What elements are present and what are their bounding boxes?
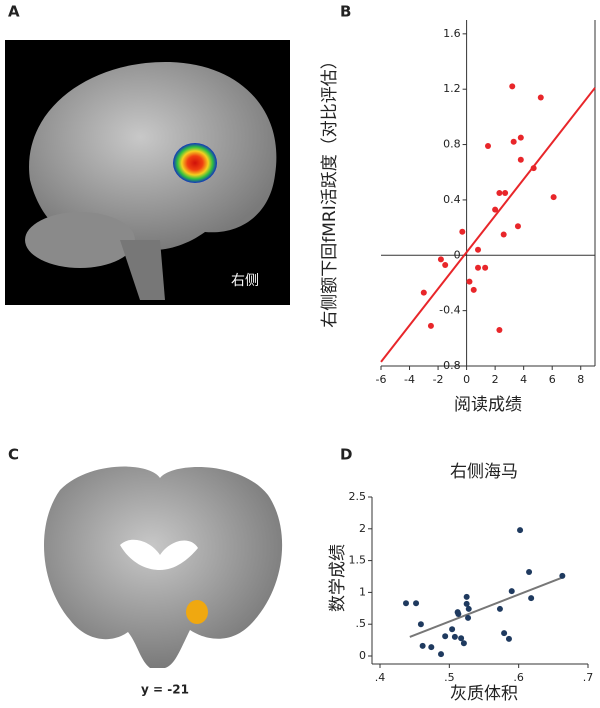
point <box>463 600 470 607</box>
x-tick-label: -6 <box>376 373 387 386</box>
point <box>496 327 503 334</box>
point <box>475 246 482 253</box>
point <box>460 640 467 647</box>
x-tick-label: .4 <box>375 671 386 684</box>
point <box>485 142 491 149</box>
x-tick-label: -2 <box>433 373 444 386</box>
y-tick-label: 1.6 <box>443 27 461 40</box>
y-tick-label: 2 <box>359 522 366 535</box>
x-tick-label: .5 <box>444 671 455 684</box>
point <box>550 194 557 201</box>
point <box>463 593 470 600</box>
x-tick-label: 2 <box>492 373 499 386</box>
point <box>559 572 566 579</box>
point <box>458 635 465 642</box>
y-axis-label: 右侧额下回fMRI活跃度（对比评估） <box>320 52 340 327</box>
point <box>496 605 503 612</box>
point <box>413 600 420 607</box>
point <box>419 642 426 649</box>
panel-caption: 右侧 <box>231 273 259 289</box>
y-axis-label: 数学成绩 <box>328 544 348 612</box>
point <box>449 626 456 633</box>
brain-lateral <box>29 61 277 251</box>
panel-caption: y = -21 <box>141 683 189 697</box>
point <box>501 630 508 637</box>
panel-label: A <box>8 3 20 21</box>
point <box>428 644 435 651</box>
brainstem <box>120 240 165 300</box>
point <box>442 633 449 640</box>
point <box>427 322 434 329</box>
point <box>451 633 458 640</box>
point <box>403 600 409 607</box>
activation-blob <box>173 143 217 183</box>
point <box>505 635 512 642</box>
point <box>417 621 424 628</box>
point <box>455 611 462 618</box>
fit-line <box>409 576 563 638</box>
x-axis-label: 灰质体积 <box>450 684 518 704</box>
y-tick-label: -0.4 <box>439 304 460 317</box>
point <box>500 231 507 238</box>
point <box>528 595 535 602</box>
y-tick-label: 2.5 <box>349 490 367 503</box>
y-tick-label: 0 <box>359 649 366 662</box>
y-tick-label: 1 <box>359 585 366 598</box>
x-tick-label: -4 <box>404 373 415 386</box>
panel-label: B <box>340 3 351 21</box>
point <box>517 527 524 534</box>
panel-label: C <box>8 446 19 464</box>
y-tick-label: 1.5 <box>349 554 367 567</box>
y-tick-label: 0.8 <box>443 138 461 151</box>
point <box>526 569 533 576</box>
point <box>465 614 472 621</box>
point <box>517 156 524 163</box>
point <box>459 228 466 235</box>
point <box>466 278 473 285</box>
x-tick-label: 0 <box>463 373 470 386</box>
point <box>438 651 445 658</box>
y-tick-label: 0 <box>454 248 461 261</box>
point <box>514 223 521 230</box>
y-tick-label: .5 <box>356 617 367 630</box>
point <box>496 190 503 196</box>
x-tick-label: 6 <box>549 373 556 386</box>
point <box>475 264 482 271</box>
x-tick-label: .7 <box>583 671 594 684</box>
point <box>517 134 524 141</box>
cerebellum <box>25 212 135 268</box>
y-tick-label: -0.8 <box>439 359 460 372</box>
x-tick-label: 8 <box>577 373 584 386</box>
x-axis-label: 阅读成绩 <box>454 395 522 415</box>
point <box>470 286 477 293</box>
x-tick-label: 4 <box>520 373 527 386</box>
point <box>502 190 509 196</box>
point <box>510 138 517 145</box>
point <box>482 264 489 271</box>
activation-blob <box>186 600 208 624</box>
x-tick-label: .6 <box>513 671 524 684</box>
y-tick-label: 1.2 <box>443 82 461 95</box>
point <box>465 605 472 612</box>
point <box>537 94 544 101</box>
panel-label: D <box>340 446 352 464</box>
point <box>442 261 449 268</box>
point <box>508 588 515 595</box>
ventricles <box>120 539 198 570</box>
chart-title: 右侧海马 <box>450 462 518 482</box>
point <box>437 256 444 263</box>
fit-line <box>380 87 596 363</box>
point <box>420 289 427 296</box>
point <box>492 206 499 213</box>
point <box>530 165 537 172</box>
y-tick-label: 0.4 <box>443 193 461 206</box>
point <box>509 83 516 90</box>
